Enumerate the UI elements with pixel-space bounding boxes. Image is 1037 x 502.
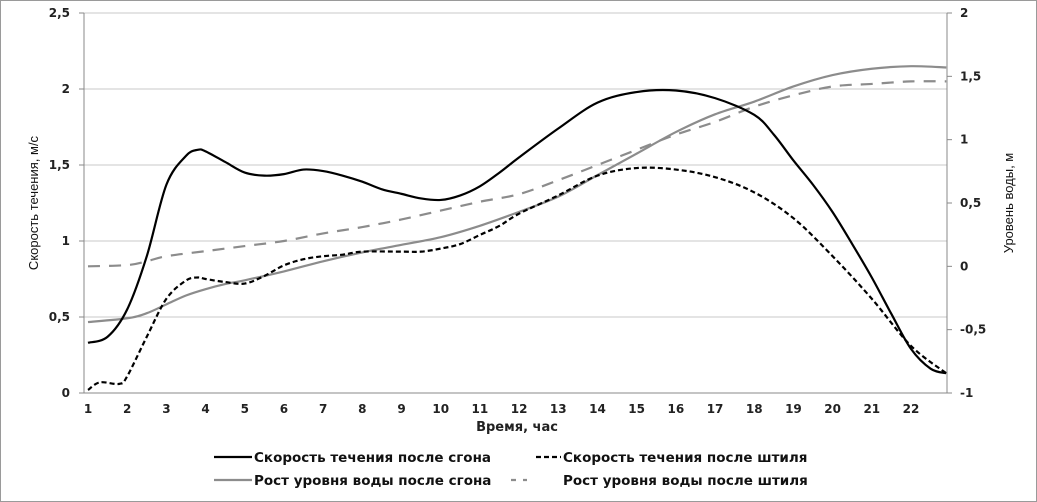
x-tick-label: 13 (550, 402, 567, 416)
series-line-3 (87, 65, 947, 324)
x-tick-label: 4 (201, 402, 209, 416)
y2-tick-label: -0,5 (960, 323, 986, 337)
y2-tick-label: 1,5 (960, 69, 981, 83)
y2-tick-label: 0,5 (960, 196, 981, 210)
x-tick-label: 5 (241, 402, 249, 416)
y-tick-label: 2,5 (49, 6, 70, 20)
x-tick-label: 1 (84, 402, 92, 416)
x-tick-label: 21 (863, 402, 880, 416)
x-tick-label: 15 (628, 402, 645, 416)
y-tick-label: 0 (62, 386, 70, 400)
x-tick-label: 9 (397, 402, 405, 416)
x-tick-label: 6 (280, 402, 288, 416)
y-tick-label: 0,5 (49, 310, 70, 324)
y2-tick-label: 2 (960, 6, 968, 20)
axes (79, 12, 952, 394)
y-tick-label: 1,5 (49, 158, 70, 172)
y2-tick-label: -1 (960, 386, 973, 400)
x-tick-label: 14 (589, 402, 606, 416)
legend: Скорость течения после сгона Скорость теч… (214, 450, 808, 489)
legend-label: Рост уровня воды после сгона (254, 473, 491, 489)
series-line-1 (87, 88, 947, 375)
tick-labels: 00,511,522,5-1-0,500,511,521 2 3 4 5 6 7 8 9 10 11… (49, 6, 987, 416)
x-tick-label: 17 (707, 402, 724, 416)
x-tick-label: 10 (432, 402, 449, 416)
series-line-2 (87, 166, 947, 391)
series-lines (87, 65, 947, 391)
y2-tick-label: 0 (960, 259, 968, 273)
x-tick-label: 3 (162, 402, 170, 416)
x-tick-label: 20 (824, 402, 841, 416)
x-tick-label: 16 (667, 402, 684, 416)
series-line-4 (87, 80, 947, 268)
x-tick-label: 22 (903, 402, 920, 416)
legend-label: Скорость течения после сгона (254, 450, 491, 466)
x-tick-label: 18 (746, 402, 763, 416)
gridlines (84, 12, 947, 318)
y-axis-title: Скорость течения, м/с (26, 135, 41, 270)
x-tick-label: 2 (123, 402, 131, 416)
legend-label: Рост уровня воды после штиля (563, 473, 808, 489)
x-tick-label: 11 (472, 402, 489, 416)
legend-label: Скорость течения после штиля (563, 450, 807, 466)
y-tick-label: 2 (62, 82, 70, 96)
y2-axis-title: Уровень воды, м (1001, 153, 1016, 254)
y2-tick-label: 1 (960, 133, 968, 147)
x-tick-label: 7 (319, 402, 327, 416)
y-tick-label: 1 (62, 234, 70, 248)
x-tick-label: 19 (785, 402, 802, 416)
x-tick-label: 12 (511, 402, 528, 416)
x-tick-label: 8 (358, 402, 366, 416)
x-axis-title: Время, час (476, 420, 558, 435)
